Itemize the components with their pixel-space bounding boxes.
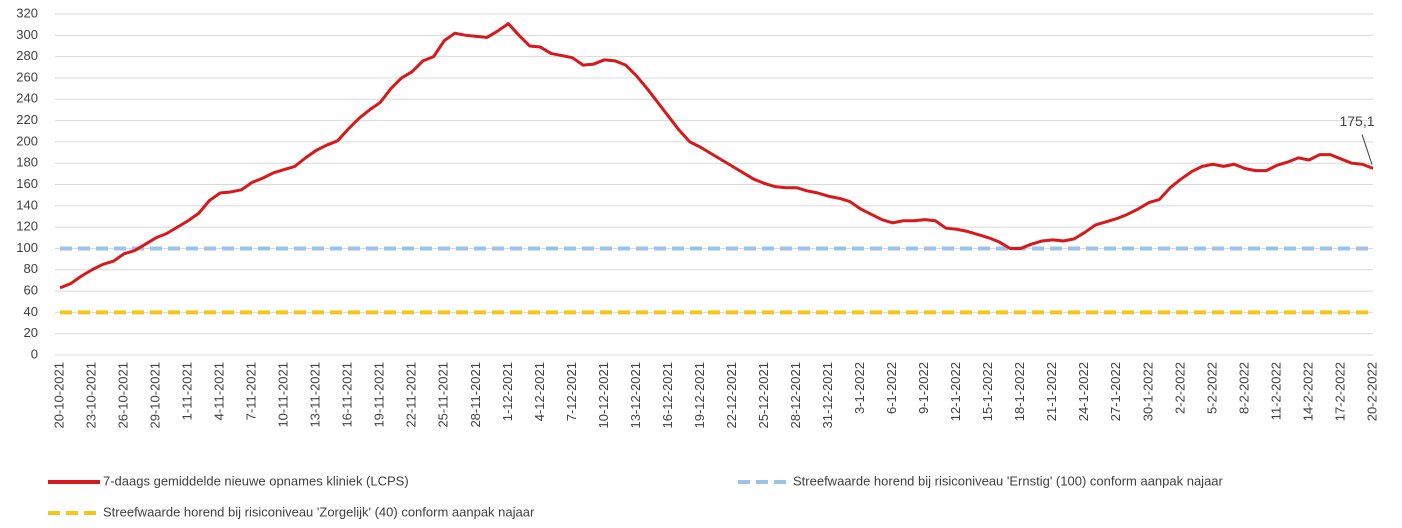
x-tick-label: 13-12-2021 bbox=[628, 362, 643, 429]
x-tick-label: 20-2-2022 bbox=[1364, 362, 1379, 421]
x-tick-label: 18-1-2022 bbox=[1012, 362, 1027, 421]
y-tick-label: 60 bbox=[24, 283, 38, 298]
x-tick-label: 10-11-2021 bbox=[276, 362, 291, 428]
x-tick-label: 27-1-2022 bbox=[1108, 362, 1123, 421]
legend-label: Streefwaarde horend bij risiconiveau 'Er… bbox=[793, 473, 1224, 488]
y-tick-label: 180 bbox=[16, 155, 38, 170]
x-tick-label: 11-2-2022 bbox=[1268, 362, 1283, 420]
x-tick-label: 7-12-2021 bbox=[564, 362, 579, 421]
data-label: 175,1 bbox=[1339, 113, 1374, 129]
annotation-leader bbox=[1361, 134, 1373, 165]
x-tick-label: 23-10-2021 bbox=[83, 362, 98, 429]
x-tick-label: 31-12-2021 bbox=[820, 362, 835, 429]
x-tick-label: 16-11-2021 bbox=[340, 362, 355, 428]
data-line bbox=[59, 22, 1374, 290]
x-tick-label: 4-12-2021 bbox=[532, 362, 547, 421]
x-tick-label: 19-12-2021 bbox=[692, 362, 707, 429]
x-tick-label: 14-2-2022 bbox=[1300, 362, 1315, 421]
legend-label: 7-daags gemiddelde nieuwe opnames klinie… bbox=[103, 473, 409, 488]
y-tick-label: 0 bbox=[31, 346, 38, 361]
y-tick-label: 300 bbox=[16, 27, 38, 42]
x-tick-label: 8-2-2022 bbox=[1236, 362, 1251, 414]
y-tick-label: 40 bbox=[24, 304, 38, 319]
x-tick-label: 28-11-2021 bbox=[468, 362, 483, 428]
x-tick-label: 6-1-2022 bbox=[884, 362, 899, 414]
y-tick-label: 140 bbox=[16, 197, 38, 212]
y-tick-label: 20 bbox=[24, 325, 38, 340]
y-tick-label: 160 bbox=[16, 176, 38, 191]
x-tick-label: 12-1-2022 bbox=[948, 362, 963, 421]
y-tick-label: 100 bbox=[16, 240, 38, 255]
x-tick-label: 15-1-2022 bbox=[980, 362, 995, 421]
x-tick-label: 9-1-2022 bbox=[916, 362, 931, 414]
y-tick-label: 280 bbox=[16, 48, 38, 63]
y-tick-label: 320 bbox=[16, 5, 38, 20]
x-tick-label: 10-12-2021 bbox=[596, 362, 611, 429]
x-tick-label: 21-1-2022 bbox=[1044, 362, 1059, 421]
x-tick-label: 25-11-2021 bbox=[436, 362, 451, 428]
x-tick-label: 25-12-2021 bbox=[756, 362, 771, 429]
x-tick-label: 22-12-2021 bbox=[724, 362, 739, 429]
x-tick-label: 17-2-2022 bbox=[1332, 362, 1347, 421]
y-tick-label: 200 bbox=[16, 133, 38, 148]
x-tick-label: 26-10-2021 bbox=[115, 362, 130, 429]
x-tick-label: 13-11-2021 bbox=[308, 362, 323, 428]
x-tick-label: 19-11-2021 bbox=[372, 362, 387, 428]
x-tick-label: 1-12-2021 bbox=[500, 362, 515, 421]
y-tick-label: 220 bbox=[16, 112, 38, 127]
y-tick-label: 260 bbox=[16, 69, 38, 84]
x-tick-label: 30-1-2022 bbox=[1140, 362, 1155, 421]
y-tick-label: 80 bbox=[24, 261, 38, 276]
y-tick-label: 120 bbox=[16, 219, 38, 234]
y-tick-label: 240 bbox=[16, 91, 38, 106]
x-tick-label: 4-11-2021 bbox=[212, 362, 227, 420]
x-tick-label: 2-2-2022 bbox=[1172, 362, 1187, 414]
x-tick-label: 5-2-2022 bbox=[1204, 362, 1219, 414]
x-tick-label: 16-12-2021 bbox=[660, 362, 675, 429]
x-tick-label: 3-1-2022 bbox=[852, 362, 867, 414]
x-tick-label: 7-11-2021 bbox=[244, 362, 259, 420]
x-tick-label: 24-1-2022 bbox=[1076, 362, 1091, 421]
x-tick-label: 22-11-2021 bbox=[404, 362, 419, 428]
x-tick-label: 20-10-2021 bbox=[51, 362, 66, 429]
x-tick-label: 29-10-2021 bbox=[148, 362, 163, 429]
legend-label: Streefwaarde horend bij risiconiveau 'Zo… bbox=[103, 504, 535, 519]
x-tick-label: 1-11-2021 bbox=[180, 362, 195, 420]
x-tick-label: 28-12-2021 bbox=[788, 362, 803, 429]
